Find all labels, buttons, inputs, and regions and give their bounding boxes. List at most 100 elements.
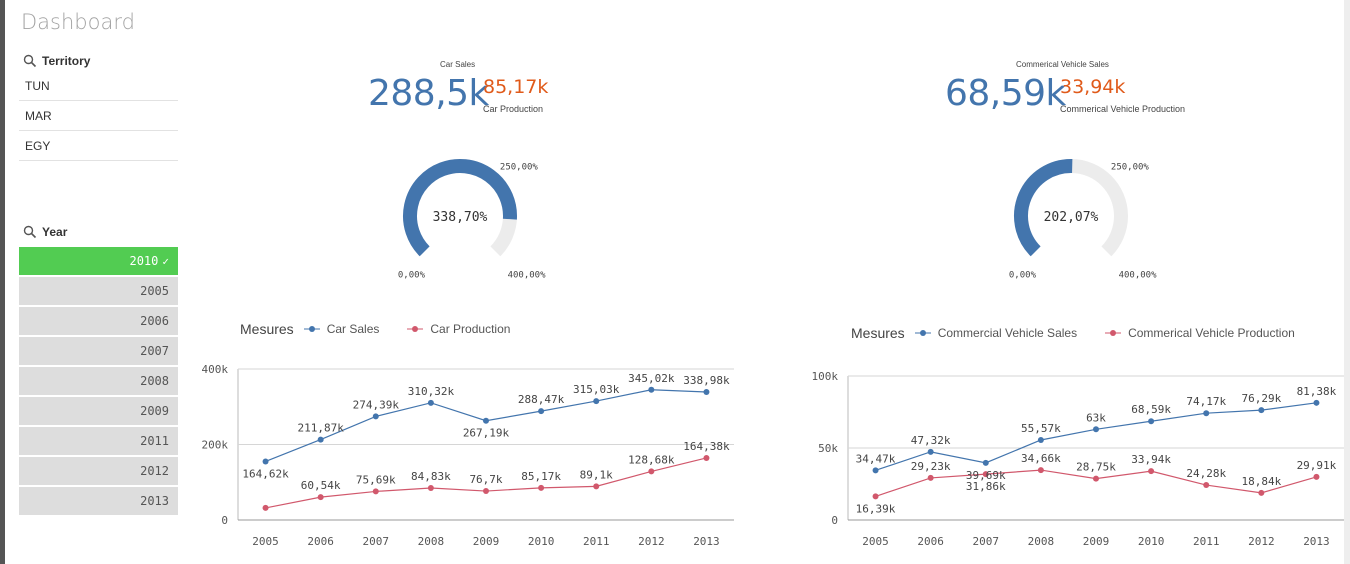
data-label: 288,47k — [518, 393, 565, 406]
data-label: 39,69k — [966, 469, 1006, 482]
data-label: 81,38k — [1297, 385, 1337, 398]
legend-label: Commerical Vehicle Production — [1128, 326, 1295, 340]
y-tick-label: 0 — [221, 514, 228, 527]
gauge-value: 338,70% — [433, 210, 488, 225]
x-tick-label: 2005 — [252, 535, 278, 548]
data-label: 85,17k — [521, 470, 561, 483]
y-tick-label: 100k — [812, 370, 839, 383]
territory-item[interactable]: TUN — [19, 71, 178, 101]
territory-filter: Territory TUN MAR EGY — [19, 51, 178, 161]
search-icon — [23, 54, 37, 68]
data-label: 18,84k — [1241, 475, 1281, 488]
x-tick-label: 2007 — [363, 535, 390, 548]
x-tick-label: 2012 — [1248, 535, 1275, 548]
data-point — [372, 488, 379, 495]
commercial-production-label: Commerical Vehicle Production — [1060, 104, 1186, 114]
year-item[interactable]: 2007 — [19, 337, 178, 365]
y-tick-label: 200k — [202, 439, 229, 452]
data-point — [872, 467, 879, 474]
data-point — [262, 458, 269, 465]
x-tick-label: 2008 — [1028, 535, 1055, 548]
territory-filter-header[interactable]: Territory — [19, 51, 178, 71]
data-label: 47,32k — [911, 434, 951, 447]
gauge-fill — [403, 159, 517, 257]
legend-item-commercial-production[interactable]: Commerical Vehicle Production — [1105, 326, 1295, 340]
checkmark-icon: ✓ — [162, 254, 169, 268]
commercial-kpi-title: Commerical Vehicle Sales — [1016, 60, 1109, 69]
data-label: 33,94k — [1131, 453, 1171, 466]
gauge-mark-label: 250,00% — [500, 162, 539, 172]
x-tick-label: 2013 — [1303, 535, 1330, 548]
data-point — [317, 494, 324, 501]
legend-label: Commercial Vehicle Sales — [937, 326, 1078, 340]
data-point — [927, 474, 934, 481]
year-item[interactable]: 2006 — [19, 307, 178, 335]
year-item[interactable]: 2013 — [19, 487, 178, 515]
data-label: 16,39k — [856, 502, 896, 515]
left-edge-bar — [0, 0, 5, 564]
data-label: 315,03k — [573, 383, 620, 396]
car-production-label: Car Production — [483, 104, 544, 114]
y-tick-label: 50k — [818, 442, 838, 455]
data-point — [483, 417, 489, 424]
data-label: 28,75k — [1076, 461, 1116, 474]
year-item[interactable]: 2008 — [19, 367, 178, 395]
data-label: 84,83k — [411, 470, 451, 483]
data-point — [1203, 482, 1210, 489]
year-item[interactable]: 2012 — [19, 457, 178, 485]
legend-marker — [303, 326, 320, 332]
legend-label: Car Production — [430, 322, 511, 336]
year-item[interactable]: 2011 — [19, 427, 178, 455]
car-line-chart: 0 200k 400k 2005 2006 2007 2008 2009 2010 2011 201… — [202, 363, 734, 548]
data-label: 34,47k — [856, 452, 896, 465]
data-point — [483, 488, 489, 495]
year-filter-header[interactable]: Year — [19, 222, 178, 242]
gauge-value: 202,07% — [1044, 210, 1099, 225]
year-item-label: 2009 — [140, 404, 169, 418]
data-label: 164,38k — [683, 440, 730, 453]
data-point — [427, 399, 434, 406]
car-kpi-title: Car Sales — [440, 60, 476, 69]
data-point — [648, 468, 655, 475]
data-label: 164,62k — [242, 467, 289, 480]
commercial-chart-legend: Mesures Commercial Vehicle Sales Commeri… — [851, 325, 1295, 341]
year-item-label: 2013 — [140, 494, 169, 508]
territory-item[interactable]: MAR — [19, 101, 178, 131]
data-label: 128,68k — [628, 453, 675, 466]
car-sales-value: 288,5k — [368, 73, 489, 114]
x-tick-label: 2005 — [862, 535, 889, 548]
gauge-mark-label: 250,00% — [1111, 162, 1150, 172]
data-point — [427, 484, 434, 491]
territory-item[interactable]: EGY — [19, 131, 178, 161]
x-tick-label: 2012 — [638, 535, 665, 548]
x-tick-label: 2006 — [917, 535, 944, 548]
gauge-min-label: 0,00% — [398, 271, 426, 280]
gauge-max-label: 400,00% — [1119, 271, 1158, 280]
year-item-selected[interactable]: 2010 ✓ — [19, 247, 178, 275]
year-item[interactable]: 2005 — [19, 277, 178, 305]
legend-item-commercial-sales[interactable]: Commercial Vehicle Sales — [914, 326, 1078, 340]
data-label: 211,87k — [297, 422, 344, 435]
data-label: 267,19k — [463, 427, 510, 440]
legend-marker — [1105, 330, 1122, 336]
data-point — [1258, 489, 1265, 496]
year-item[interactable]: 2009 — [19, 397, 178, 425]
legend-title: Mesures — [851, 325, 905, 341]
commercial-gauge: 202,07% 0,00% 400,00% 250,00% — [1009, 159, 1158, 280]
data-point — [1037, 467, 1044, 474]
year-item-label: 2010 — [129, 254, 159, 268]
data-label: 345,02k — [628, 372, 675, 385]
x-tick-label: 2006 — [307, 535, 334, 548]
data-point — [593, 398, 600, 405]
legend-item-car-production[interactable]: Car Production — [407, 322, 510, 336]
x-tick-label: 2009 — [1083, 535, 1110, 548]
data-label: 75,69k — [356, 473, 396, 486]
data-label: 34,66k — [1021, 452, 1061, 465]
data-label: 76,29k — [1241, 392, 1281, 405]
data-label: 55,57k — [1021, 422, 1061, 435]
x-tick-label: 2009 — [473, 535, 500, 548]
legend-marker — [407, 326, 424, 332]
legend-item-car-sales[interactable]: Car Sales — [303, 322, 379, 336]
data-point — [927, 448, 934, 455]
data-label: 29,91k — [1297, 459, 1337, 472]
